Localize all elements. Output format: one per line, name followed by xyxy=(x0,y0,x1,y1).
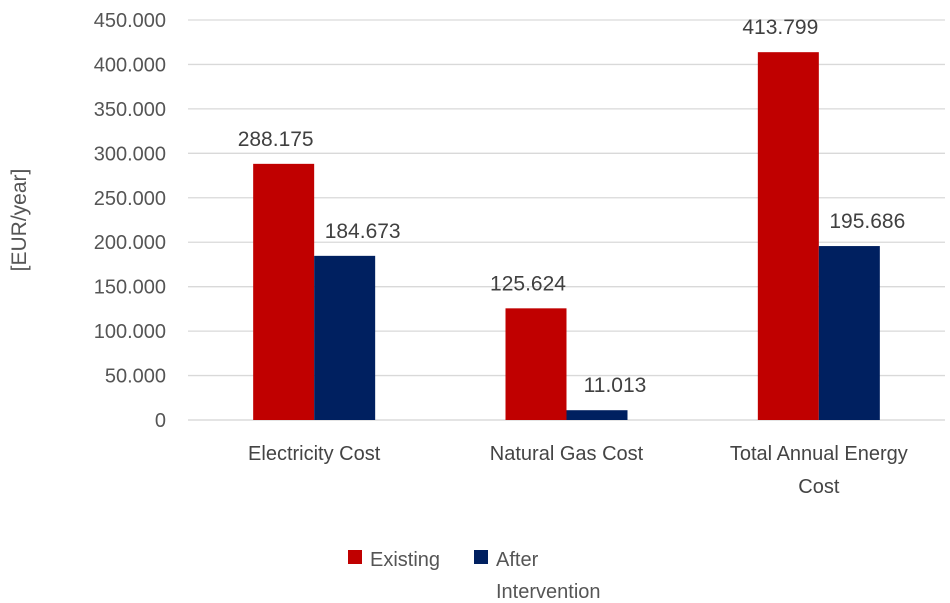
x-axis-categories: Electricity Cost Natural Gas Cost Total An… xyxy=(248,443,908,498)
data-label: 184.673 xyxy=(325,220,401,243)
data-label: 413.799 xyxy=(742,16,818,39)
data-label: 288.175 xyxy=(238,128,314,151)
legend-label-after-intervention: After xyxy=(496,549,539,571)
y-axis-label: [EUR/year] xyxy=(8,169,31,272)
bar-after-intervention xyxy=(314,255,376,420)
x-category-label: Total Annual Energy xyxy=(730,443,908,465)
x-category-label: Cost xyxy=(798,476,840,498)
y-tick-label: 400.000 xyxy=(94,54,166,76)
y-tick-label: 100.000 xyxy=(94,321,166,343)
bars xyxy=(253,52,880,421)
legend-swatch-after-intervention xyxy=(474,550,488,564)
y-tick-label: 0 xyxy=(155,410,166,432)
bar-existing xyxy=(757,52,819,421)
bar-existing xyxy=(505,308,567,420)
data-label: 125.624 xyxy=(490,272,566,295)
x-category-label: Natural Gas Cost xyxy=(490,443,644,465)
data-label: 11.013 xyxy=(584,374,647,397)
legend-label-existing: Existing xyxy=(370,549,440,571)
y-axis-ticks: 0 50.000 100.000 150.000 200.000 250.000 300.0… xyxy=(94,10,166,432)
bar-after-intervention xyxy=(818,246,880,420)
legend: Existing After Intervention xyxy=(348,549,601,603)
y-tick-label: 300.000 xyxy=(94,143,166,165)
legend-label-after-intervention: Intervention xyxy=(496,581,601,603)
legend-swatch-existing xyxy=(348,550,362,564)
data-label: 195.686 xyxy=(829,210,905,233)
y-tick-label: 250.000 xyxy=(94,188,166,210)
data-labels: 288.175 184.673 125.624 11.013 413.799 195.68… xyxy=(238,16,906,397)
bar-after-intervention xyxy=(566,410,628,420)
y-tick-label: 350.000 xyxy=(94,99,166,121)
bar-existing xyxy=(253,163,315,420)
x-category-label: Electricity Cost xyxy=(248,443,381,465)
y-tick-label: 200.000 xyxy=(94,232,166,254)
y-tick-label: 150.000 xyxy=(94,277,166,299)
y-tick-label: 50.000 xyxy=(105,366,166,388)
y-tick-label: 450.000 xyxy=(94,10,166,32)
